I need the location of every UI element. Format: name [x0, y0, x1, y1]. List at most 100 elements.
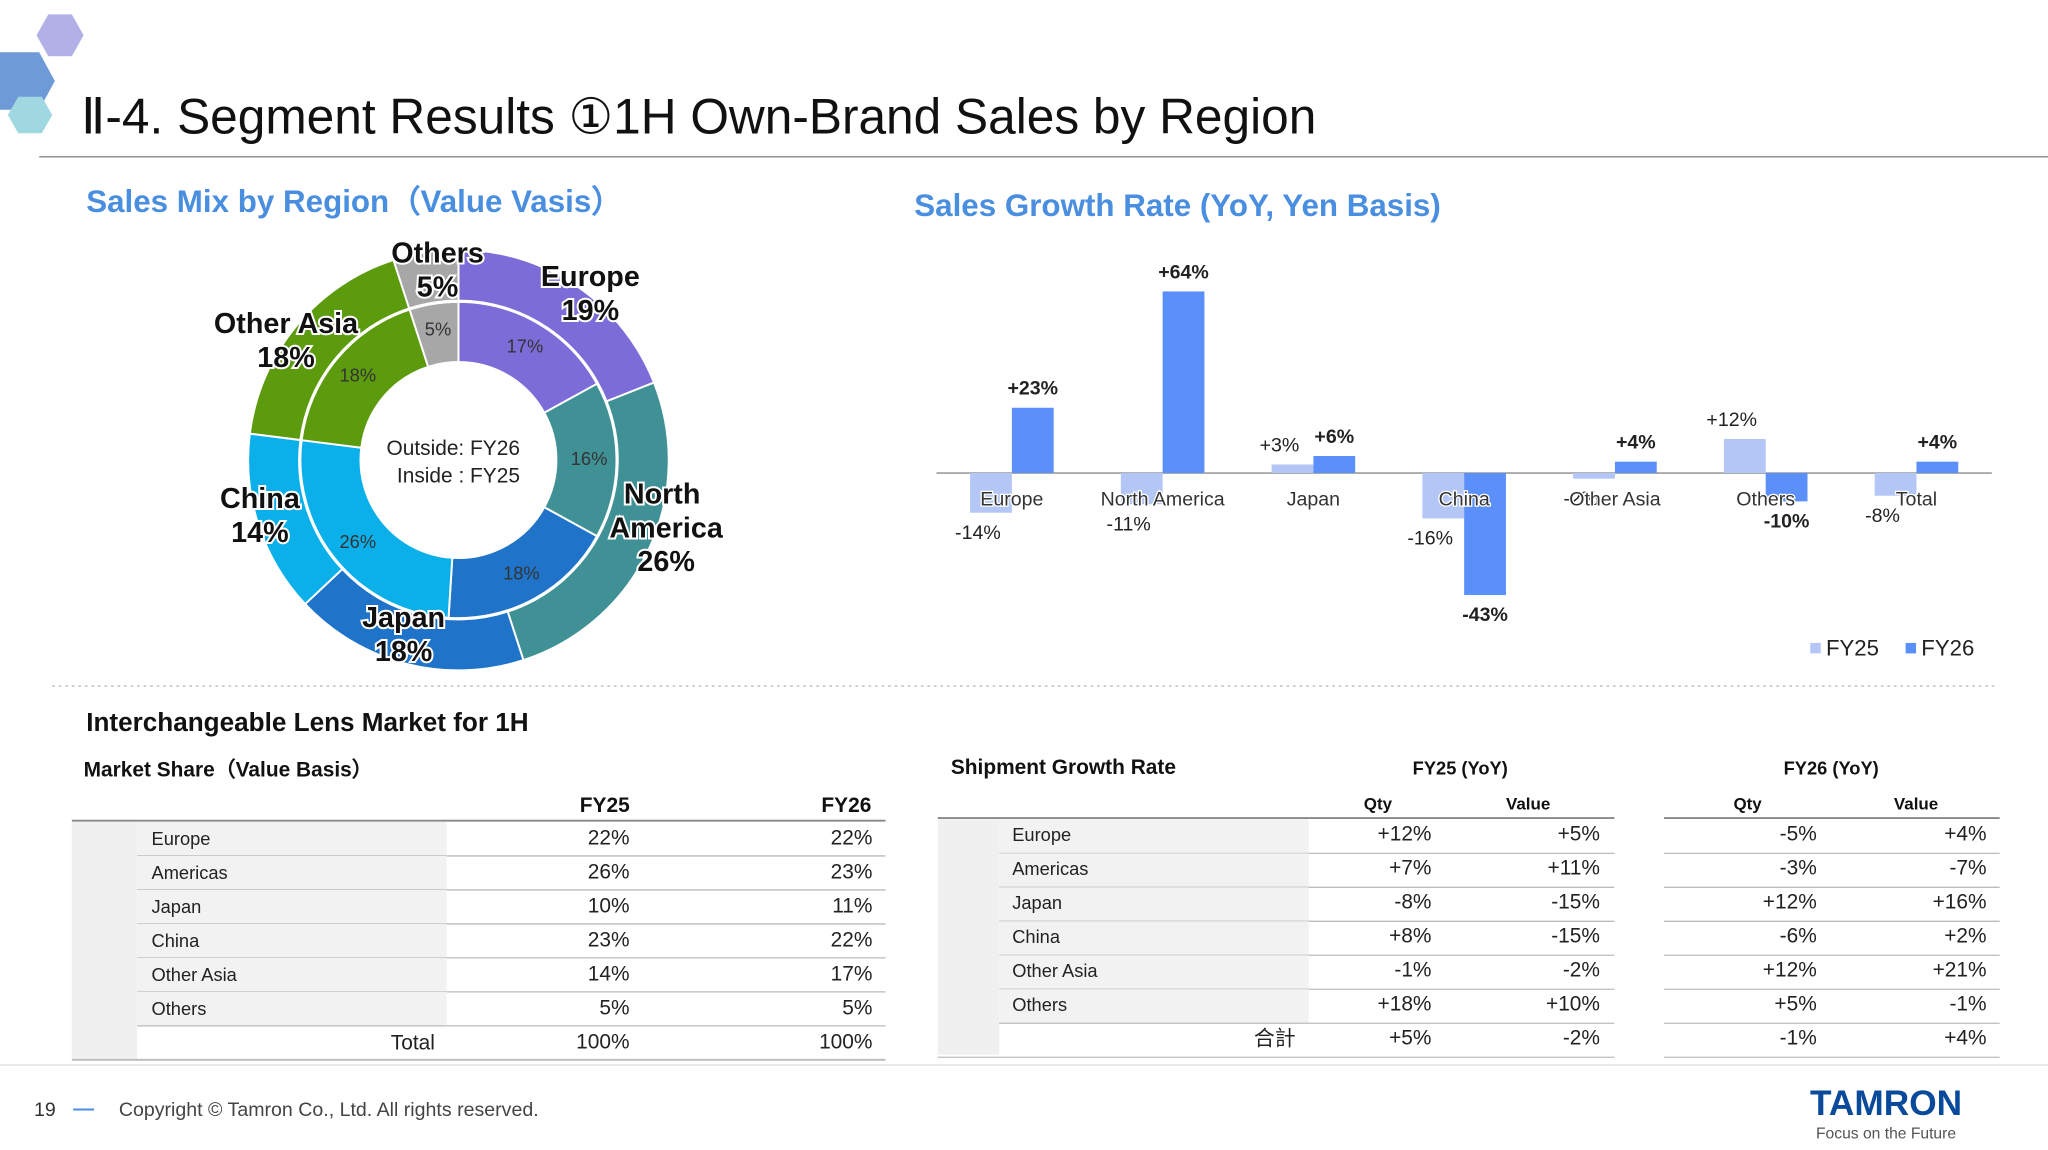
slide-title: Ⅱ-4. Segment Results ①1H Own-Brand Sales… — [81, 88, 1316, 144]
row-label-cell — [999, 989, 1309, 1024]
table-subtitle: Market Share（Value Basis） — [84, 758, 373, 782]
cell: 22% — [588, 826, 630, 849]
value-label: 18% — [375, 636, 433, 668]
x-tick-label: China — [1439, 489, 1490, 511]
row-label-cell — [999, 819, 1309, 854]
column-header: FY26 — [821, 794, 871, 817]
x-tick-label: Other Asia — [1569, 489, 1660, 511]
value-label: +12% — [1706, 409, 1757, 431]
hexagon — [36, 14, 84, 57]
bar — [1313, 455, 1356, 474]
slice-label: 18% — [340, 365, 377, 386]
row-label-cell — [999, 887, 1309, 922]
value-label: 19% — [562, 295, 620, 327]
cell: -3% — [1780, 857, 1817, 880]
cell: 23% — [588, 928, 630, 951]
cell: +2% — [1944, 925, 1986, 948]
copyright: Copyright © Tamron Co., Ltd. All rights … — [119, 1099, 539, 1121]
cell: +5% — [1389, 1026, 1431, 1049]
cell: 26% — [588, 860, 630, 883]
slice-label: 16% — [571, 448, 608, 469]
row-label-cell — [999, 955, 1309, 990]
brand-tagline: Focus on the Future — [1816, 1125, 1956, 1142]
value-label: +4% — [1917, 432, 1957, 454]
cell: -1% — [1394, 958, 1431, 981]
legend-label: FY25 — [1826, 635, 1879, 660]
value-label: +3% — [1260, 434, 1300, 456]
cell: -15% — [1551, 925, 1600, 948]
donut-slice — [299, 439, 454, 619]
chart-title: Sales Growth Rate (YoY, Yen Basis) — [914, 188, 1441, 223]
value-label: -11% — [1107, 513, 1151, 535]
cell: -7% — [1949, 857, 1986, 880]
row-label-cell — [137, 991, 447, 1026]
bar — [1120, 473, 1163, 505]
annotation: Inside : FY25 — [397, 465, 520, 488]
cell: -2% — [1563, 1026, 1600, 1049]
row-label: Europe — [1012, 824, 1071, 845]
row-label-cell — [137, 821, 447, 856]
row-label: Others — [152, 998, 207, 1019]
cell: +16% — [1933, 891, 1987, 914]
cell: +7% — [1389, 857, 1431, 880]
row-label: Others — [1012, 994, 1067, 1015]
column-subheader: Value — [1894, 794, 1938, 813]
column-group: FY25 (YoY) — [1413, 758, 1508, 779]
x-tick-label: Others — [1736, 489, 1795, 511]
row-label: Americas — [152, 862, 228, 883]
chart-title: Sales Mix by Region（Value Vasis） — [86, 184, 622, 219]
hexagon — [7, 96, 53, 134]
category-label: Other Asia — [214, 308, 359, 340]
bar — [1874, 473, 1917, 496]
table-stub — [937, 819, 1000, 1055]
category-label: Others — [391, 237, 484, 269]
hexagon — [0, 52, 55, 110]
bar — [1765, 473, 1808, 502]
bar — [1464, 473, 1506, 595]
row-label: Americas — [1012, 858, 1088, 879]
cell: 100% — [576, 1030, 629, 1053]
cell: +18% — [1378, 992, 1432, 1015]
cell: 11% — [832, 894, 872, 917]
row-label-cell — [137, 957, 447, 992]
row-label: China — [152, 930, 201, 951]
category-label: Europe — [541, 261, 640, 293]
category-label: North America — [609, 478, 723, 544]
cell: 100% — [819, 1030, 872, 1053]
cell: -5% — [1780, 823, 1817, 846]
bar — [1162, 291, 1205, 474]
cell: 10% — [588, 894, 630, 917]
slice-label: 26% — [340, 531, 377, 552]
column-header: FY25 — [580, 794, 630, 817]
cell: -2% — [1563, 958, 1600, 981]
donut-slice — [392, 248, 460, 310]
row-label: Other Asia — [152, 964, 238, 985]
row-label: Europe — [152, 828, 211, 849]
row-label-cell — [137, 855, 447, 890]
column-subheader: Qty — [1733, 794, 1762, 813]
cell: 17% — [831, 962, 873, 985]
cell: 5% — [599, 996, 629, 1019]
brand-logo: TAMRON — [1810, 1084, 1962, 1123]
cell: +12% — [1378, 823, 1432, 846]
row-label: China — [1012, 926, 1061, 947]
x-tick-label: Japan — [1287, 489, 1340, 511]
column-subheader: Qty — [1364, 794, 1393, 813]
legend-swatch — [1905, 642, 1917, 654]
slice-label: 18% — [503, 562, 540, 583]
cell: -8% — [1394, 891, 1431, 914]
value-label: 5% — [417, 271, 459, 303]
cell: +12% — [1763, 891, 1817, 914]
annotation: Outside: FY26 — [386, 437, 520, 460]
value-label: -43% — [1462, 604, 1508, 626]
value-label: +64% — [1158, 261, 1209, 283]
column-subheader: Value — [1506, 794, 1550, 813]
cell: +12% — [1763, 958, 1817, 981]
bar — [970, 473, 1012, 513]
cell: 5% — [842, 996, 872, 1019]
column-group: FY26 (YoY) — [1784, 758, 1879, 779]
table-stub — [71, 821, 138, 1060]
section-heading: Interchangeable Lens Market for 1H — [86, 707, 528, 737]
table-title: Shipment Growth Rate — [951, 756, 1176, 779]
